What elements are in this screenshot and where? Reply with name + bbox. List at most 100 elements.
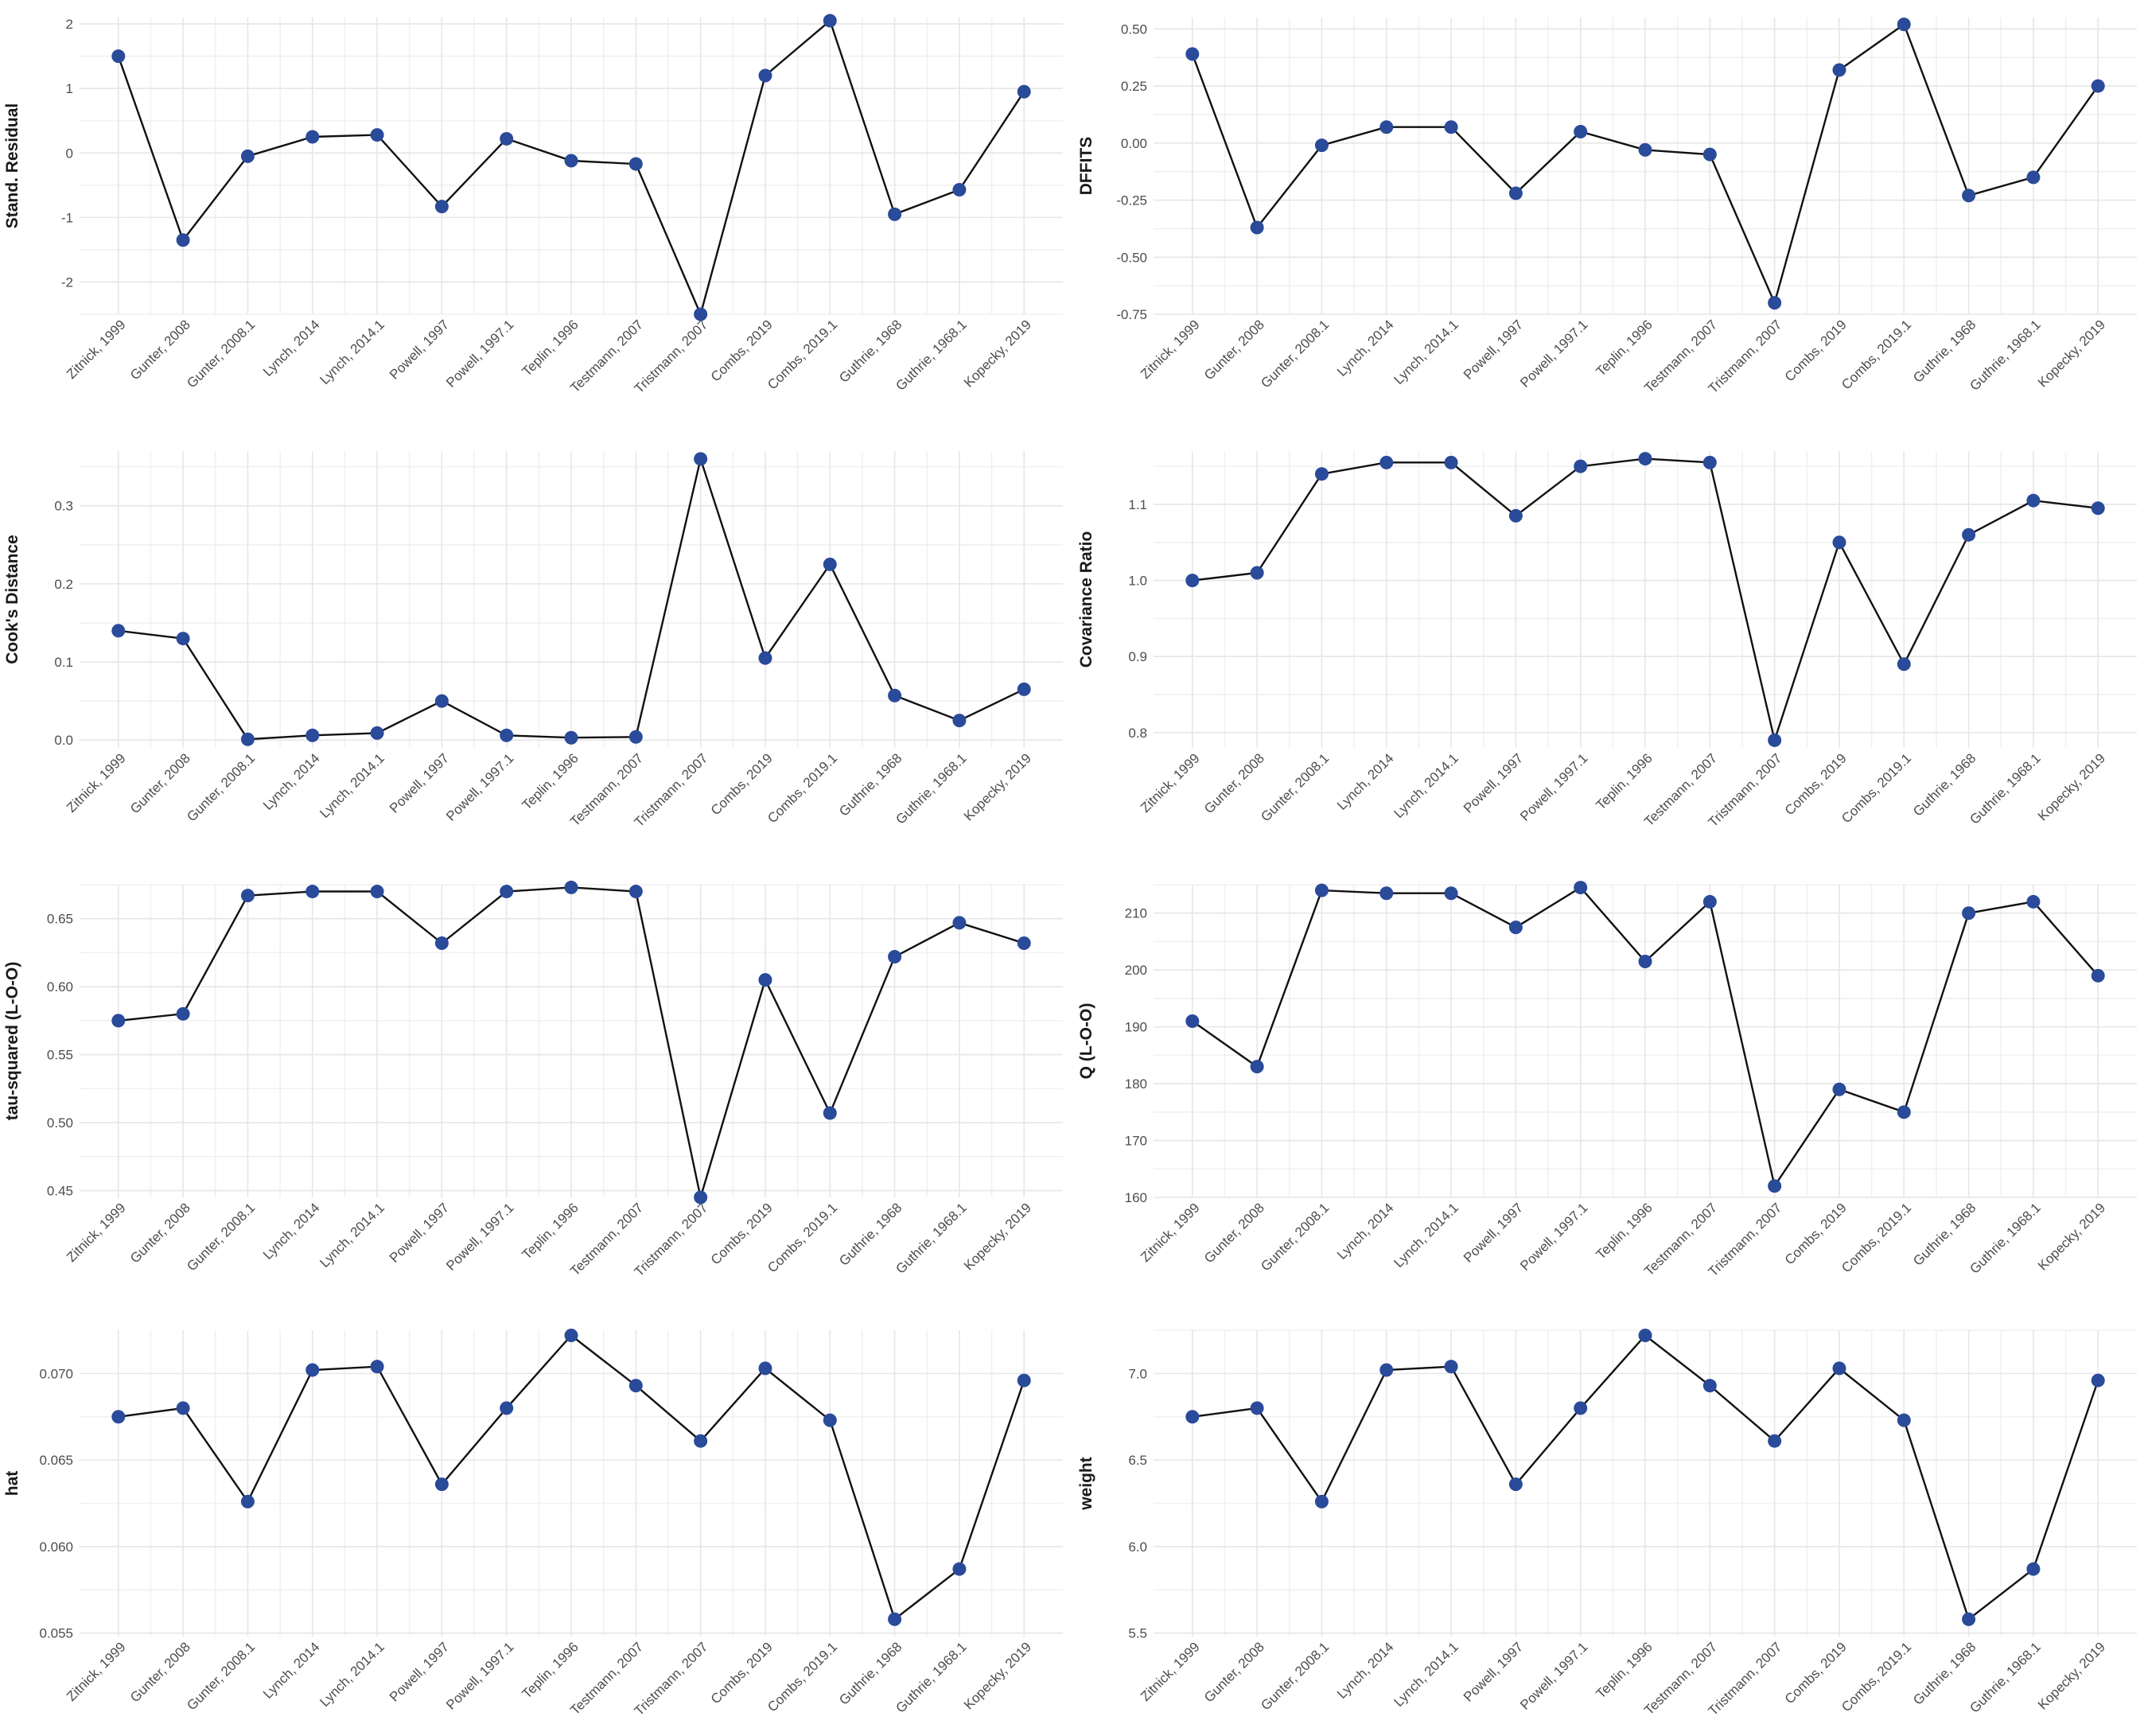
x-tick-label: Guthrie, 1968.1 (893, 317, 969, 393)
data-point (1638, 1329, 1652, 1343)
data-point (2091, 79, 2105, 93)
data-points (111, 880, 1031, 1205)
y-axis-label: weight (1077, 1457, 1095, 1511)
data-point (888, 207, 902, 221)
data-point (1250, 220, 1264, 235)
x-tick-label: Zitnick, 1999 (64, 750, 129, 815)
data-point (1574, 459, 1588, 473)
x-tick-label: Gunter, 2008 (127, 1200, 193, 1266)
y-tick-label: 0.25 (1121, 79, 1147, 94)
data-point (823, 1413, 837, 1427)
x-tick-label: Combs, 2019 (1782, 1639, 1850, 1707)
y-tick-labels: 7.0 6.5 6.0 5.5 (1128, 1366, 1147, 1641)
panel-covariance-ratio: 1.1 1.0 0.9 0.8 Covariance Ratio Zitnick, 199… (1074, 434, 2148, 847)
x-tick-label: Combs, 2019 (1782, 1200, 1850, 1267)
panel-dffits: 0.50 0.25 0.00 -0.25 -0.50 -0.75 DFFITS Zitnick… (1074, 0, 2148, 414)
y-tick-label: 0 (66, 146, 73, 161)
x-tick-label: Lynch, 2014.1 (1391, 750, 1461, 821)
x-tick-label: Gunter, 2008 (1201, 750, 1267, 816)
data-point (500, 885, 514, 899)
chart-q-loo: 210 200 190 180 170 160 Q (L-O-O) Zitnick, 1999… (1077, 881, 2137, 1279)
y-tick-label: 0.060 (39, 1539, 73, 1555)
x-tick-label: Guthrie, 1968.1 (893, 750, 969, 827)
data-point (823, 1106, 837, 1120)
data-point (434, 694, 449, 708)
x-tick-label: Guthrie, 1968.1 (1967, 750, 2043, 827)
data-point (1832, 1082, 1846, 1096)
y-tick-label: 6.5 (1128, 1453, 1147, 1468)
data-point (1314, 883, 1329, 897)
x-tick-label: Powell, 1997.1 (1517, 1200, 1590, 1273)
data-point (694, 1190, 708, 1205)
y-tick-label: 0.070 (39, 1366, 73, 1381)
data-point (1185, 47, 1200, 61)
data-point (1897, 18, 1911, 32)
chart-covariance-ratio: 1.1 1.0 0.9 0.8 Covariance Ratio Zitnick, 199… (1077, 451, 2137, 830)
y-axis-label: Covariance Ratio (1077, 531, 1095, 668)
x-tick-label: Lynch, 2014 (260, 317, 322, 379)
y-axis-label: Cook's Distance (3, 535, 21, 664)
panel-tau-squared: 0.65 0.60 0.55 0.50 0.45 tau-squared (L-O-O) Z… (0, 867, 1074, 1297)
data-point (1314, 467, 1329, 481)
data-points (1185, 1329, 2105, 1626)
x-tick-label: Combs, 2019 (708, 1200, 776, 1267)
data-point (240, 732, 255, 746)
data-point (176, 1401, 190, 1415)
data-point (111, 49, 126, 64)
data-point (1897, 657, 1911, 671)
data-point (500, 131, 514, 146)
x-tick-label: Gunter, 2008.1 (1258, 750, 1332, 824)
x-tick-label: Guthrie, 1968 (836, 1639, 905, 1707)
data-point (952, 1562, 967, 1576)
data-point (888, 688, 902, 703)
x-tick-label: Kopecky, 2019 (961, 317, 1034, 390)
data-point (2091, 968, 2105, 983)
y-tick-label: 0.065 (39, 1453, 73, 1468)
x-tick-label: Zitnick, 1999 (1138, 1200, 1203, 1265)
data-point (952, 183, 967, 197)
y-tick-label: 0.2 (54, 577, 73, 592)
y-tick-label: 0.055 (39, 1626, 73, 1641)
data-point (1379, 455, 1394, 469)
x-tick-label: Kopecky, 2019 (961, 1639, 1034, 1712)
data-point (1962, 527, 1976, 542)
data-point (952, 714, 967, 728)
y-axis-label: Stand. Residual (3, 103, 21, 229)
x-tick-label: Combs, 2019.1 (765, 1200, 840, 1275)
x-tick-label: Guthrie, 1968 (836, 317, 905, 385)
data-point (1444, 886, 1458, 901)
y-tick-label: 0.8 (1128, 726, 1147, 741)
panel-weight: 7.0 6.5 6.0 5.5 weight Zitnick, 1999 Gunter, 2… (1074, 1313, 2148, 1736)
y-tick-label: 0.1 (54, 655, 73, 670)
gridlines (80, 18, 1063, 315)
y-tick-label: 6.0 (1128, 1539, 1147, 1555)
y-tick-label: -0.25 (1116, 193, 1147, 208)
data-points (1185, 881, 2105, 1193)
data-point (1379, 120, 1394, 134)
y-tick-label: 1.0 (1128, 574, 1147, 589)
data-point (1017, 936, 1031, 950)
x-tick-label: Combs, 2019.1 (1839, 1200, 1914, 1275)
y-tick-label: 1 (66, 81, 73, 96)
data-points (1185, 452, 2105, 747)
x-tick-label: Combs, 2019.1 (1839, 317, 1914, 392)
x-tick-label: Powell, 1997 (1461, 750, 1526, 815)
x-tick-label: Combs, 2019.1 (765, 317, 840, 392)
data-point (1962, 189, 1976, 203)
panel-stand-residual: 2 1 0 -1 -2 Stand. Residual Zitnick, 1999 Gunte… (0, 0, 1074, 414)
y-tick-label: 190 (1125, 1020, 1147, 1035)
x-tick-label: Lynch, 2014 (1334, 1639, 1396, 1701)
y-axis-label: tau-squared (L-O-O) (3, 962, 21, 1121)
data-point (1314, 138, 1329, 153)
x-tick-label: Powell, 1997 (1461, 1639, 1526, 1704)
x-tick-label: Gunter, 2008.1 (184, 1200, 258, 1274)
x-tick-label: Powell, 1997.1 (443, 750, 516, 823)
data-point (1250, 1060, 1264, 1074)
data-point (1574, 124, 1588, 138)
x-tick-label: Powell, 1997 (387, 1639, 452, 1704)
x-tick-label: Lynch, 2014 (1334, 750, 1396, 812)
x-tick-label: Gunter, 2008 (1201, 317, 1267, 383)
